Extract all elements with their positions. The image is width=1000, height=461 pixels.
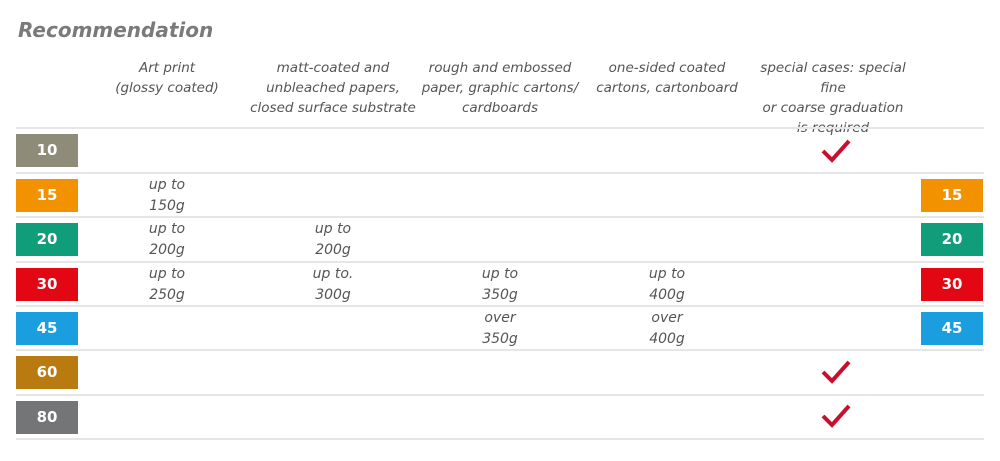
checkmark [821, 139, 851, 163]
cell: up to 200g [148, 221, 186, 258]
badge: 30 [921, 268, 983, 301]
cell: up to 400g [648, 266, 686, 303]
badge: 20 [921, 223, 983, 256]
cell: up to 350g [481, 266, 519, 303]
cell: up to 150g [148, 177, 186, 214]
cell: over 350g [482, 310, 518, 347]
title: Recommendation [18, 18, 214, 42]
checkmark [821, 360, 851, 384]
cell: up to 200g [314, 221, 352, 258]
column-header: Art print (glossy coated) [115, 60, 219, 96]
row-divider [16, 305, 984, 307]
cell: up to. 300g [312, 266, 354, 303]
cell: over 400g [649, 310, 685, 347]
column-header: rough and embossed paper, graphic carton… [421, 60, 579, 116]
row-divider [16, 394, 984, 396]
badge: 10 [16, 134, 78, 167]
row-divider [16, 261, 984, 263]
badge: 15 [16, 179, 78, 212]
column-header: one-sided coated cartons, cartonboard [596, 60, 738, 96]
row-divider [16, 349, 984, 351]
badge: 45 [921, 312, 983, 345]
cell: up to 250g [148, 266, 186, 303]
row-divider [16, 127, 984, 129]
badge: 20 [16, 223, 78, 256]
column-header: special cases: special fine or coarse gr… [760, 60, 906, 136]
badge: 45 [16, 312, 78, 345]
checkmark [821, 404, 851, 428]
badge: 30 [16, 268, 78, 301]
badge: 60 [16, 356, 78, 389]
badge: 15 [921, 179, 983, 212]
badge: 80 [16, 401, 78, 434]
row-divider [16, 172, 984, 174]
row-divider [16, 216, 984, 218]
column-header: matt-coated and unbleached papers, close… [250, 60, 416, 116]
row-divider [16, 438, 984, 440]
